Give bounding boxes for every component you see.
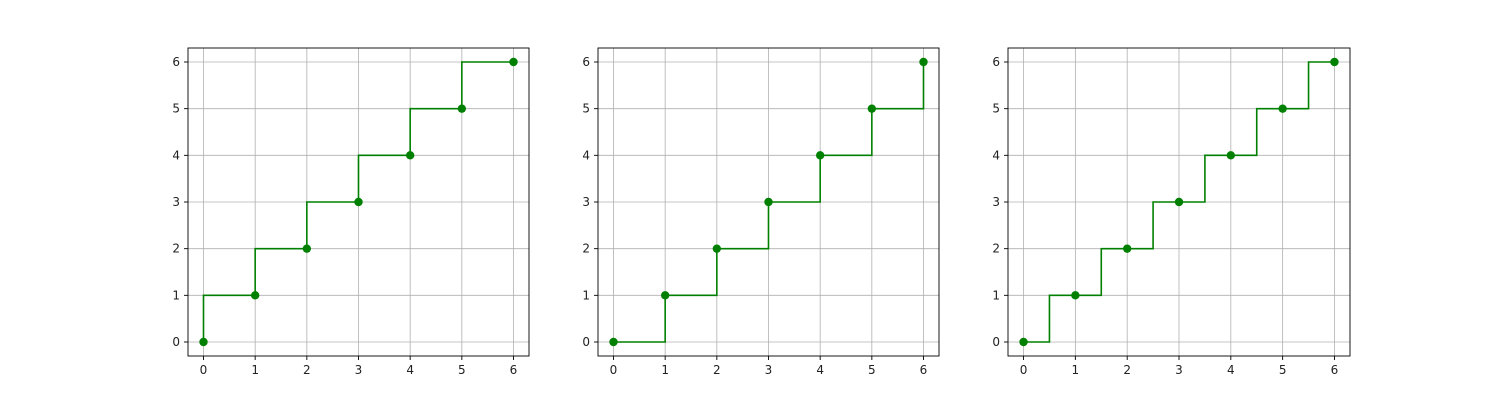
x-tick-label: 4 — [816, 363, 824, 377]
y-tick-label: 3 — [992, 195, 1000, 209]
x-tick-label: 1 — [661, 363, 669, 377]
x-tick-label: 4 — [1227, 363, 1235, 377]
x-tick-label: 0 — [1020, 363, 1028, 377]
data-point — [302, 244, 312, 253]
data-point — [815, 151, 825, 160]
data-point — [1174, 197, 1184, 207]
x-tick-label: 6 — [510, 363, 518, 377]
data-point — [712, 244, 722, 253]
chart-panel-2: 0 1 2 3 4 5 6 0 1 2 3 4 5 6 — [582, 47, 940, 377]
x-tick-label: 2 — [1123, 363, 1131, 377]
y-tick-label: 3 — [582, 195, 590, 209]
x-tick-label: 6 — [1331, 363, 1339, 377]
data-point — [764, 197, 773, 207]
data-point — [1278, 104, 1287, 113]
x-tick-label: 1 — [251, 363, 259, 377]
y-tick-label: 1 — [992, 288, 1000, 302]
x-tick-label: 3 — [765, 363, 773, 377]
data-point — [609, 337, 618, 347]
data-point — [1226, 151, 1236, 160]
data-point — [660, 291, 670, 300]
x-tick-label: 6 — [920, 363, 928, 377]
x-tick-label: 5 — [868, 363, 876, 377]
y-tick-label: 0 — [992, 335, 1000, 349]
y-tick-label: 0 — [582, 335, 590, 349]
chart-panel-1: 0 1 2 3 4 5 6 0 1 2 3 4 5 6 — [172, 47, 530, 377]
y-tick-label: 2 — [582, 242, 590, 256]
y-tick-label: 2 — [172, 242, 180, 256]
data-point — [354, 197, 363, 207]
y-tick-label: 1 — [582, 288, 590, 302]
y-tick-label: 6 — [172, 55, 180, 69]
y-tick-label: 6 — [582, 55, 590, 69]
y-tick-label: 0 — [172, 335, 180, 349]
x-tick-label: 2 — [303, 363, 311, 377]
y-tick-label: 6 — [992, 55, 1000, 69]
y-tick-label: 4 — [992, 148, 1000, 162]
y-tick-label: 2 — [992, 242, 1000, 256]
y-tick-label: 5 — [172, 102, 180, 116]
x-tick-label: 2 — [713, 363, 721, 377]
y-tick-label: 4 — [172, 148, 180, 162]
data-point — [1019, 337, 1028, 347]
data-point — [250, 291, 260, 300]
data-point — [919, 57, 928, 67]
y-tick-label: 4 — [582, 148, 590, 162]
data-point — [405, 151, 415, 160]
x-tick-label: 4 — [406, 363, 414, 377]
y-tick-label: 1 — [172, 288, 180, 302]
x-tick-label: 3 — [1175, 363, 1183, 377]
data-point — [1071, 291, 1080, 300]
x-tick-label: 0 — [200, 363, 208, 377]
y-tick-label: 5 — [992, 102, 1000, 116]
x-tick-label: 1 — [1072, 363, 1080, 377]
data-point — [1122, 244, 1132, 253]
x-tick-label: 3 — [355, 363, 363, 377]
x-tick-label: 5 — [458, 363, 466, 377]
data-point — [457, 104, 467, 113]
y-tick-label: 5 — [582, 102, 590, 116]
chart-panel-3: 0 1 2 3 4 5 6 0 1 2 3 4 5 6 — [992, 47, 1351, 377]
data-point — [199, 337, 208, 347]
data-point — [509, 57, 518, 67]
data-point — [1330, 57, 1339, 67]
data-point — [867, 104, 877, 113]
x-tick-label: 5 — [1279, 363, 1287, 377]
x-tick-label: 0 — [610, 363, 618, 377]
y-tick-label: 3 — [172, 195, 180, 209]
